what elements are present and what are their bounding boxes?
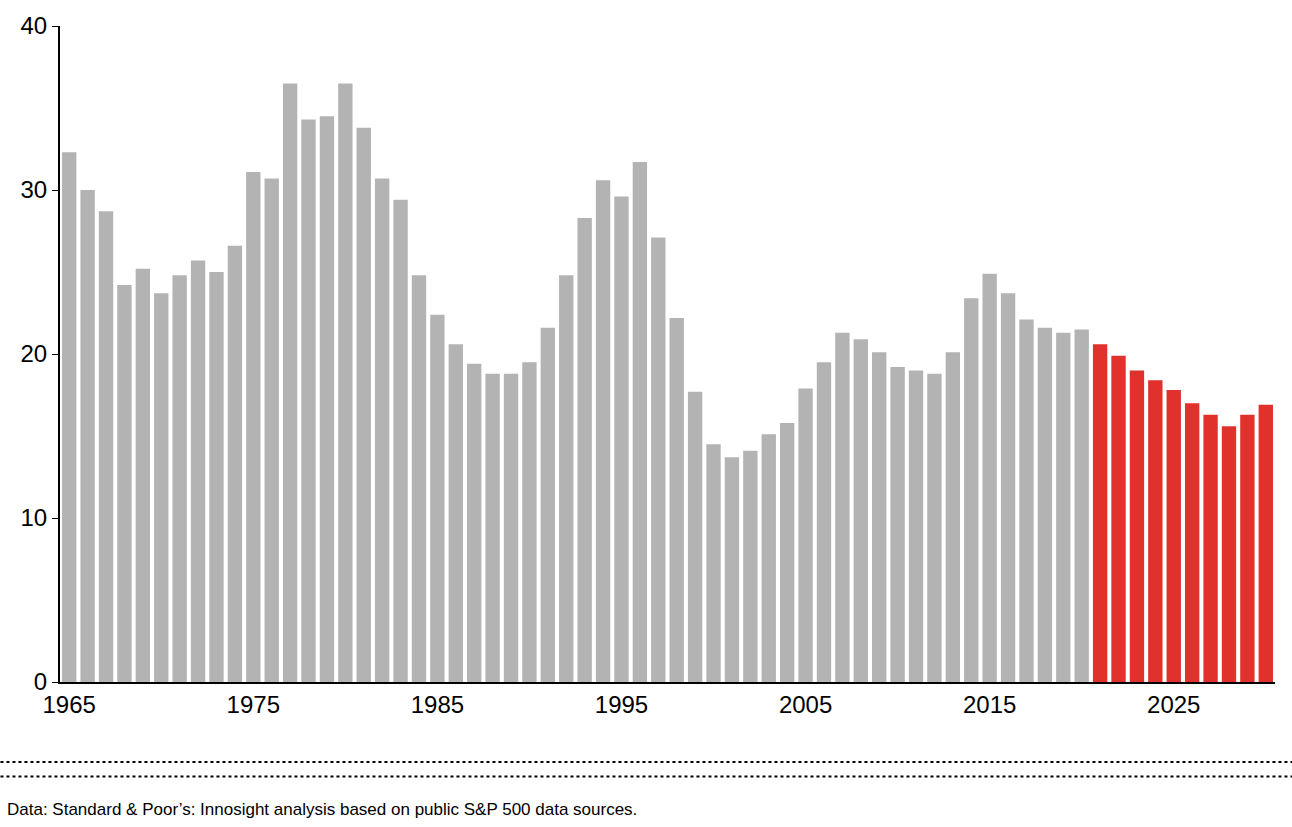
svg-text:1965: 1965 — [43, 691, 96, 718]
svg-text:40: 40 — [20, 12, 47, 39]
svg-text:1975: 1975 — [227, 691, 280, 718]
svg-text:0: 0 — [34, 668, 47, 695]
svg-text:1995: 1995 — [595, 691, 648, 718]
svg-text:2015: 2015 — [963, 691, 1016, 718]
svg-text:2025: 2025 — [1147, 691, 1200, 718]
svg-text:Data: Standard & Poor’s: Innos: Data: Standard & Poor’s: Innosight analy… — [7, 800, 637, 819]
svg-text:30: 30 — [20, 176, 47, 203]
svg-text:2005: 2005 — [779, 691, 832, 718]
svg-text:10: 10 — [20, 504, 47, 531]
svg-text:20: 20 — [20, 340, 47, 367]
svg-text:1985: 1985 — [411, 691, 464, 718]
